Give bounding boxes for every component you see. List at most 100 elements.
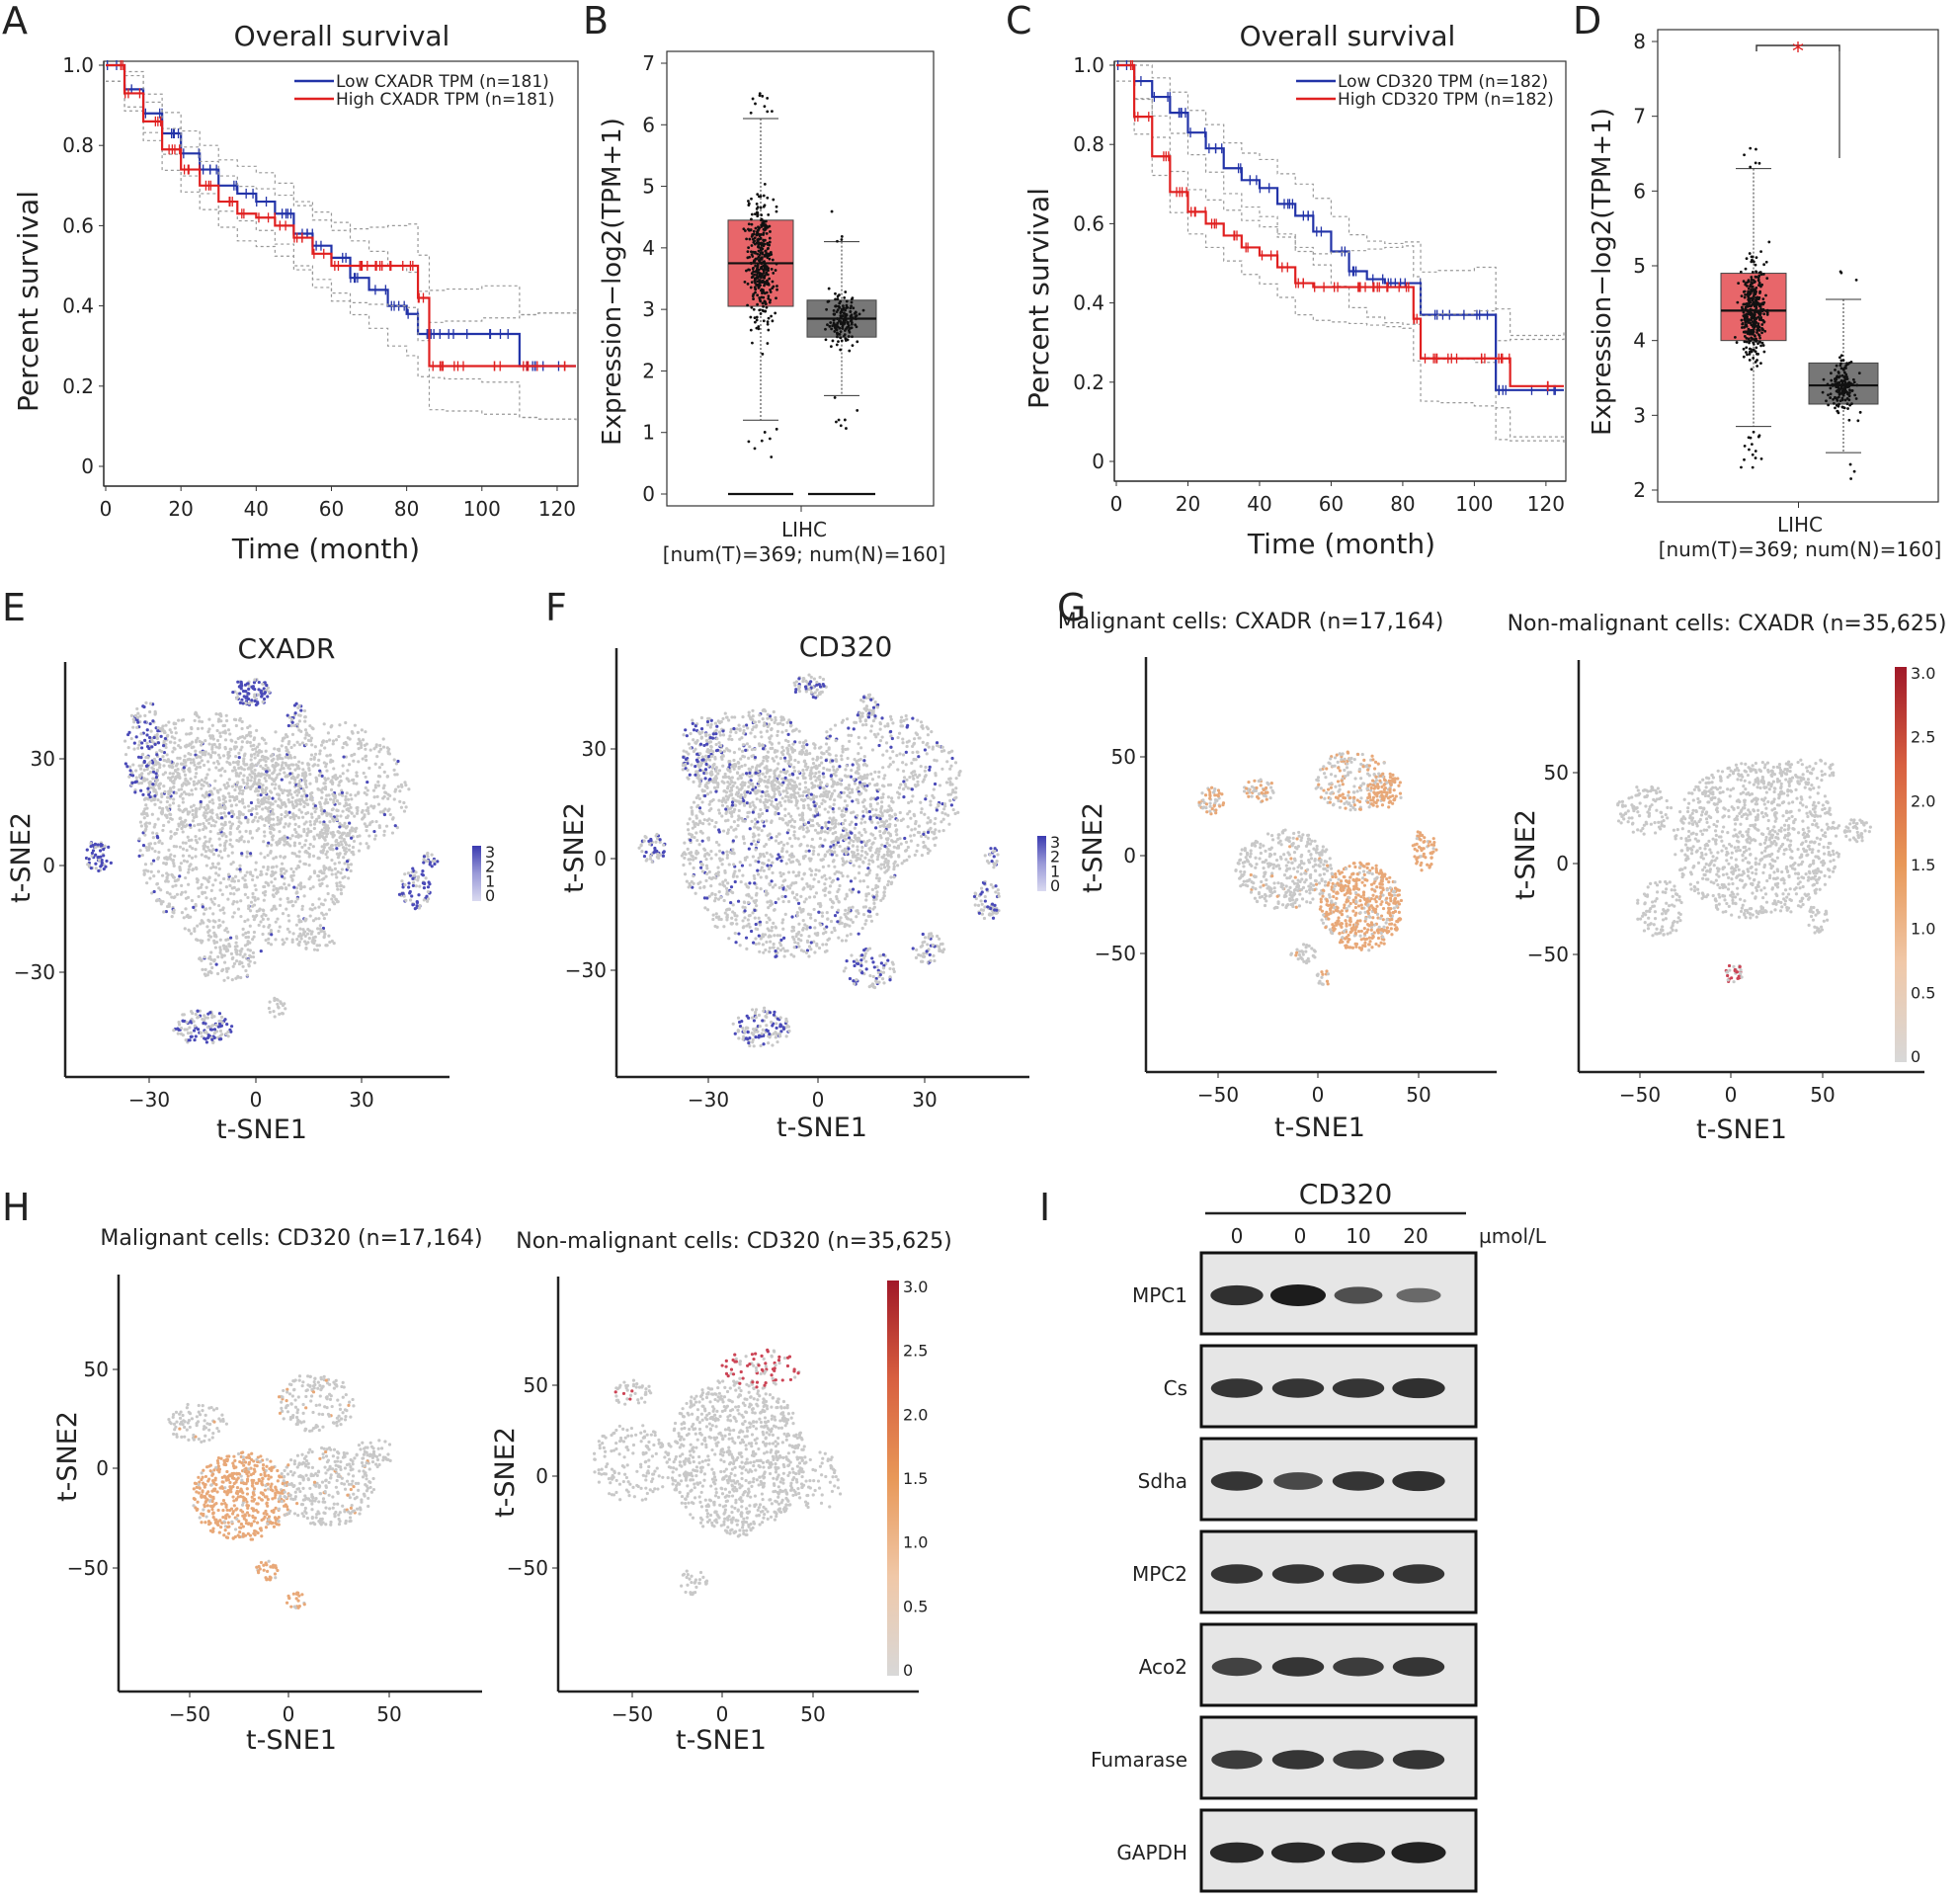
data-point — [1755, 346, 1758, 350]
y-axis-label: Percent survival — [1022, 188, 1055, 409]
data-point — [826, 323, 829, 327]
cell-point — [226, 976, 230, 980]
cell-point — [239, 748, 243, 752]
cell-point — [844, 939, 848, 943]
data-point — [1849, 360, 1853, 364]
cell-point — [303, 919, 307, 923]
cell-point — [97, 858, 102, 863]
cell-point — [212, 824, 216, 828]
data-point — [747, 440, 751, 444]
data-point — [769, 250, 773, 254]
data-point — [836, 294, 840, 298]
cell-point — [699, 866, 703, 869]
cell-point — [286, 927, 289, 931]
cell-point — [328, 738, 332, 742]
cell-point — [827, 864, 831, 868]
cell-point — [330, 723, 334, 728]
cell-point — [276, 917, 280, 921]
cell-point — [279, 768, 283, 772]
cell-point — [345, 791, 349, 795]
data-point — [834, 297, 837, 301]
cell-point — [302, 827, 306, 832]
cell-point — [740, 864, 745, 867]
cell-point — [377, 824, 381, 828]
cell-point — [331, 742, 335, 746]
cell-point — [398, 789, 402, 793]
cell-point — [237, 961, 242, 966]
cell-point — [324, 912, 328, 916]
cell-point — [294, 830, 298, 834]
cell-point — [199, 743, 204, 747]
cell-point — [364, 775, 368, 780]
data-point — [1751, 465, 1755, 469]
data-point — [832, 308, 836, 312]
cell-point — [382, 829, 386, 833]
cell-point — [865, 885, 870, 889]
data-point — [839, 330, 843, 334]
cell-point — [305, 733, 310, 737]
ci-upper-line — [1116, 64, 1565, 342]
data-point — [749, 228, 753, 232]
cell-point — [825, 911, 829, 915]
cell-point — [246, 820, 250, 824]
cell-point — [180, 890, 184, 894]
cell-point — [286, 841, 289, 845]
cell-point — [193, 718, 197, 723]
cell-point — [276, 754, 280, 758]
data-point — [1748, 347, 1752, 351]
cell-point — [296, 784, 300, 787]
cell-point — [428, 863, 432, 867]
cell-point — [410, 894, 414, 898]
cell-point — [292, 841, 297, 845]
cell-point — [262, 898, 266, 902]
data-point — [1750, 281, 1753, 284]
cell-point — [263, 776, 267, 781]
cell-point — [290, 904, 294, 908]
cell-point — [222, 911, 226, 915]
cell-point — [338, 723, 342, 727]
cell-point — [249, 779, 253, 783]
cell-point — [206, 730, 210, 734]
cell-point — [348, 831, 352, 835]
cell-point — [197, 886, 201, 890]
cell-point — [166, 733, 170, 737]
cell-point — [218, 888, 222, 892]
cell-point — [369, 804, 373, 808]
cell-point — [139, 746, 144, 750]
data-point — [1743, 289, 1747, 293]
panel-letter-b: B — [583, 0, 609, 42]
cell-point — [258, 749, 262, 753]
data-point — [761, 301, 765, 305]
cell-point — [283, 843, 286, 847]
cell-point — [337, 853, 341, 857]
data-point — [769, 298, 773, 302]
data-point — [754, 226, 758, 230]
cell-point — [811, 762, 816, 766]
cell-point — [261, 932, 265, 937]
cell-point — [304, 785, 308, 789]
data-point — [764, 301, 768, 305]
cell-point — [343, 848, 347, 853]
cell-point — [210, 808, 214, 812]
cell-point — [189, 863, 193, 867]
cell-point — [692, 800, 696, 804]
y-tick-label: 6 — [642, 113, 655, 136]
cell-point — [218, 938, 222, 942]
x-axis-label: Time (month) — [231, 533, 420, 565]
data-point — [765, 271, 769, 275]
cell-point — [352, 759, 356, 763]
cell-point — [296, 774, 300, 778]
data-point — [753, 316, 757, 320]
cell-point — [352, 839, 357, 844]
data-point — [1744, 267, 1748, 271]
cell-point — [757, 916, 761, 920]
cell-point — [175, 762, 180, 766]
cell-point — [796, 837, 800, 841]
cell-point — [281, 761, 285, 765]
boxplot-cd320: Expression−log2(TPM+1) LIHC [num(T)=369;… — [1588, 29, 1941, 561]
cell-point — [145, 806, 149, 810]
cell-point — [87, 857, 91, 862]
cell-point — [230, 739, 234, 743]
cell-point — [307, 830, 311, 834]
cell-point — [243, 944, 248, 948]
